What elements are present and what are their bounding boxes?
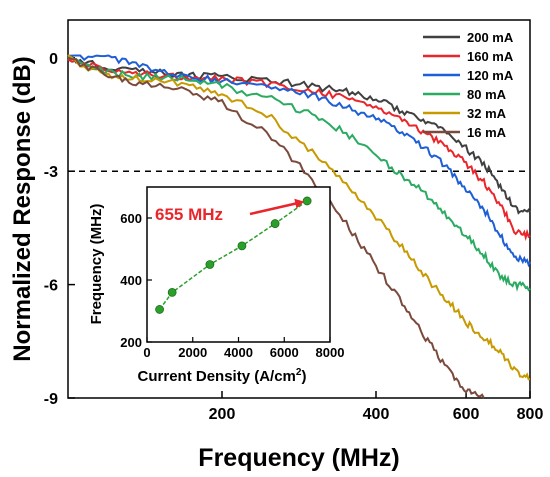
inset-x-tick-label: 8000 bbox=[316, 345, 345, 360]
inset-axis-ticks bbox=[146, 217, 331, 343]
inset-line bbox=[158, 200, 308, 310]
annotation-arrowhead bbox=[294, 198, 305, 209]
inset-axis-tick-labels: 0 2000 4000 6000 8000 200 400 600 bbox=[120, 211, 344, 360]
legend-label: 120 mA bbox=[467, 68, 514, 83]
inset-y-tick-label: 600 bbox=[120, 211, 142, 226]
inset-background bbox=[147, 187, 330, 342]
legend-label: 80 mA bbox=[467, 87, 507, 102]
main-axis-tick-labels: 200 400 600 8000-3-6-9 bbox=[44, 51, 544, 423]
inset-data-point bbox=[270, 219, 280, 228]
annotation-arrow bbox=[249, 201, 301, 216]
legend-label: 16 mA bbox=[467, 125, 507, 140]
x-tick-label: 600 bbox=[453, 406, 480, 423]
inset-x-tick-label: 6000 bbox=[270, 345, 299, 360]
legend-label: 200 mA bbox=[467, 30, 514, 45]
inset-data-point bbox=[205, 260, 215, 269]
x-tick-label: 200 bbox=[209, 406, 236, 423]
x-tick-label: 800 bbox=[517, 406, 544, 423]
series-line bbox=[67, 54, 531, 215]
inset-y-tick-label: 200 bbox=[120, 335, 142, 350]
y-tick-label: -3 bbox=[44, 164, 58, 181]
inset-x-tick-label: 2000 bbox=[178, 345, 207, 360]
inset-x-axis-title: Current Density (A/cm2) bbox=[138, 367, 307, 385]
y-tick-label: 0 bbox=[49, 51, 58, 68]
series-line bbox=[67, 54, 531, 268]
series-line bbox=[67, 55, 531, 292]
main-series-lines bbox=[67, 54, 531, 399]
x-axis-title: Frequency (MHz) bbox=[198, 444, 399, 472]
inset-data-point bbox=[167, 287, 177, 297]
inset-data-point bbox=[302, 196, 312, 206]
inset-y-tick-label: 400 bbox=[120, 273, 142, 288]
y-axis-title: Normalized Response (dB) bbox=[9, 56, 36, 361]
series-line bbox=[67, 54, 531, 381]
main-plot-frame bbox=[67, 19, 531, 399]
inset-data-point bbox=[237, 241, 247, 251]
inset-series bbox=[155, 196, 312, 314]
inset-annotation: 655 MHz bbox=[155, 198, 305, 224]
x-tick-label: 400 bbox=[363, 406, 390, 423]
legend-label: 32 mA bbox=[467, 106, 507, 121]
y-tick-label: -6 bbox=[44, 278, 58, 295]
legend: 200 mA 160 mA 120 mA 80 mA 32 mA 16 mA bbox=[423, 30, 514, 140]
inset-y-axis-title: Frequency (MHz) bbox=[88, 204, 105, 325]
annotation-label: 655 MHz bbox=[155, 205, 223, 224]
y-tick-label: -9 bbox=[44, 391, 58, 408]
inset-x-tick-label: 4000 bbox=[224, 345, 253, 360]
series-line bbox=[67, 58, 531, 242]
inset-x-tick-label: 0 bbox=[143, 345, 150, 360]
inset-data-point bbox=[155, 305, 164, 314]
legend-label: 160 mA bbox=[467, 49, 514, 64]
